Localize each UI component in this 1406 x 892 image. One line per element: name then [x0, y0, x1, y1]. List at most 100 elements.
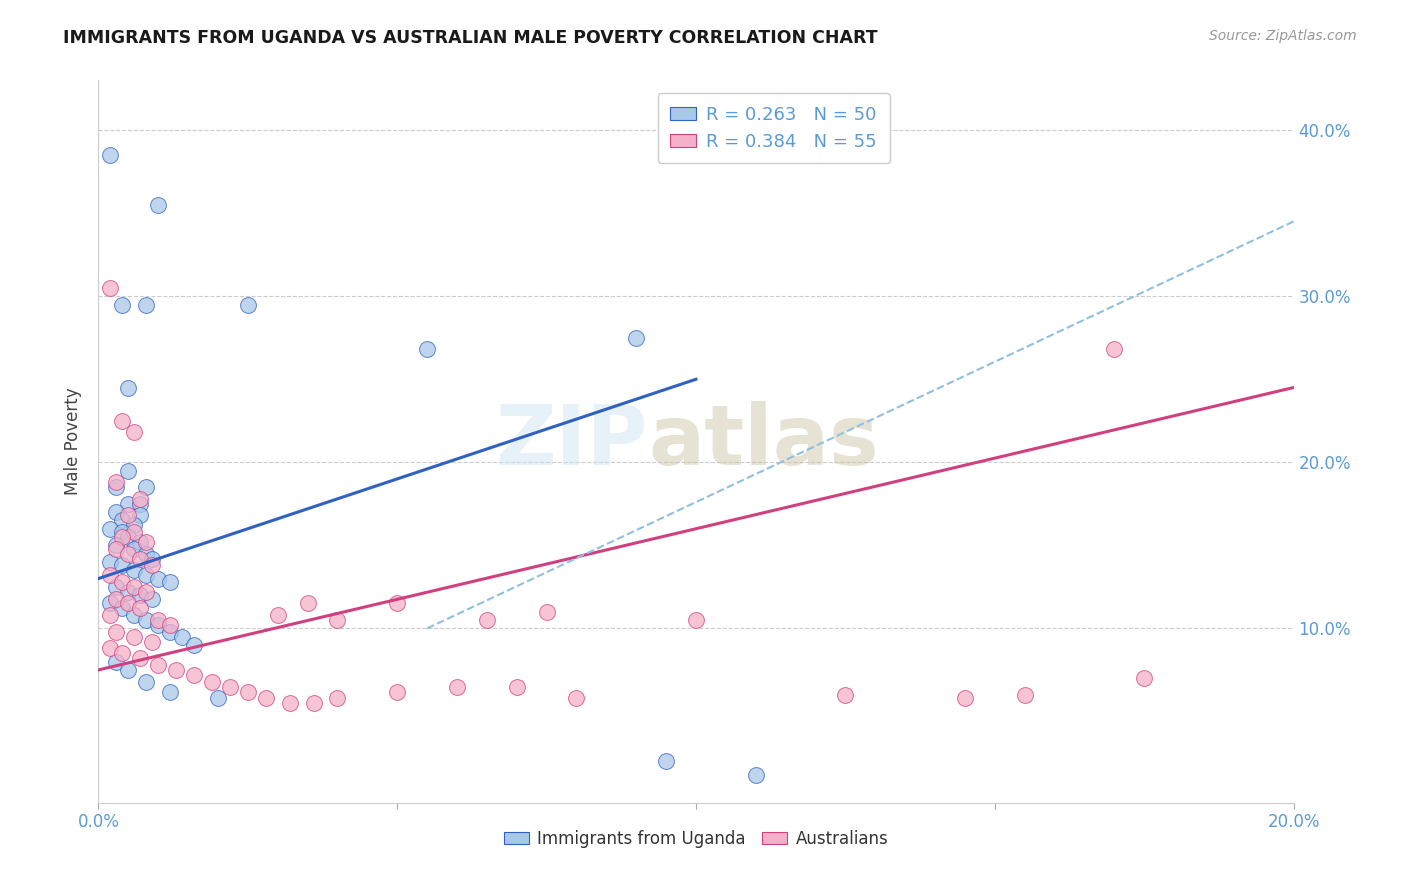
Point: [834, 688, 856, 702]
Point: [201, 674, 224, 689]
Point: [183, 668, 205, 682]
Point: [685, 613, 707, 627]
Point: [148, 572, 170, 586]
Point: [105, 541, 128, 556]
Point: [297, 597, 319, 611]
Point: [1133, 671, 1156, 685]
Point: [159, 618, 181, 632]
Point: [117, 547, 139, 561]
Point: [565, 691, 588, 706]
Point: [105, 505, 128, 519]
Point: [105, 480, 128, 494]
Point: [111, 513, 134, 527]
Point: [506, 680, 529, 694]
Point: [111, 601, 134, 615]
Point: [135, 568, 157, 582]
Point: [385, 597, 409, 611]
Point: [326, 613, 349, 627]
Point: [98, 281, 122, 295]
Point: [302, 696, 325, 710]
Point: [105, 475, 128, 490]
Point: [236, 684, 259, 698]
Point: [98, 148, 122, 162]
Point: [129, 497, 152, 511]
Point: [124, 630, 146, 644]
Point: [129, 535, 152, 549]
Point: [183, 638, 205, 652]
Point: [135, 535, 157, 549]
Point: [129, 491, 152, 506]
Text: atlas: atlas: [648, 401, 879, 482]
Point: [135, 547, 157, 561]
Point: [111, 524, 134, 539]
Point: [141, 634, 163, 648]
Point: [129, 601, 152, 615]
Text: Source: ZipAtlas.com: Source: ZipAtlas.com: [1209, 29, 1357, 43]
Point: [105, 591, 128, 606]
Point: [141, 551, 163, 566]
Point: [117, 508, 139, 523]
Point: [1014, 688, 1036, 702]
Point: [745, 767, 768, 781]
Point: [124, 524, 146, 539]
Point: [111, 558, 134, 573]
Point: [98, 522, 122, 536]
Point: [98, 555, 122, 569]
Point: [124, 425, 146, 440]
Point: [105, 624, 128, 639]
Point: [148, 613, 170, 627]
Point: [172, 630, 194, 644]
Point: [326, 691, 349, 706]
Point: [148, 657, 170, 672]
Point: [159, 624, 181, 639]
Point: [129, 508, 152, 523]
Point: [135, 480, 157, 494]
Text: IMMIGRANTS FROM UGANDA VS AUSTRALIAN MALE POVERTY CORRELATION CHART: IMMIGRANTS FROM UGANDA VS AUSTRALIAN MAL…: [63, 29, 877, 46]
Point: [98, 608, 122, 623]
Point: [135, 674, 157, 689]
Point: [105, 538, 128, 552]
Point: [536, 605, 558, 619]
Point: [148, 198, 170, 212]
Point: [254, 691, 277, 706]
Point: [111, 414, 134, 428]
Point: [111, 297, 134, 311]
Point: [416, 343, 439, 357]
Point: [135, 297, 157, 311]
Point: [117, 585, 139, 599]
Point: [219, 680, 242, 694]
Point: [207, 691, 229, 706]
Point: [98, 597, 122, 611]
Point: [105, 580, 128, 594]
Point: [278, 696, 301, 710]
Point: [141, 558, 163, 573]
Point: [111, 646, 134, 660]
Point: [135, 613, 157, 627]
Text: ZIP: ZIP: [496, 401, 648, 482]
Point: [148, 618, 170, 632]
Y-axis label: Male Poverty: Male Poverty: [65, 388, 83, 495]
Point: [117, 464, 139, 478]
Point: [165, 663, 187, 677]
Point: [129, 588, 152, 602]
Point: [117, 530, 139, 544]
Point: [124, 518, 146, 533]
Point: [135, 585, 157, 599]
Point: [124, 580, 146, 594]
Point: [98, 641, 122, 656]
Point: [117, 380, 139, 394]
Point: [655, 754, 678, 768]
Legend: Immigrants from Uganda, Australians: Immigrants from Uganda, Australians: [495, 822, 897, 856]
Point: [626, 331, 648, 345]
Point: [111, 530, 134, 544]
Point: [117, 597, 139, 611]
Point: [1104, 343, 1126, 357]
Point: [117, 663, 139, 677]
Point: [111, 574, 134, 589]
Point: [953, 691, 976, 706]
Point: [446, 680, 468, 694]
Point: [124, 608, 146, 623]
Point: [475, 613, 498, 627]
Point: [105, 655, 128, 669]
Point: [124, 563, 146, 577]
